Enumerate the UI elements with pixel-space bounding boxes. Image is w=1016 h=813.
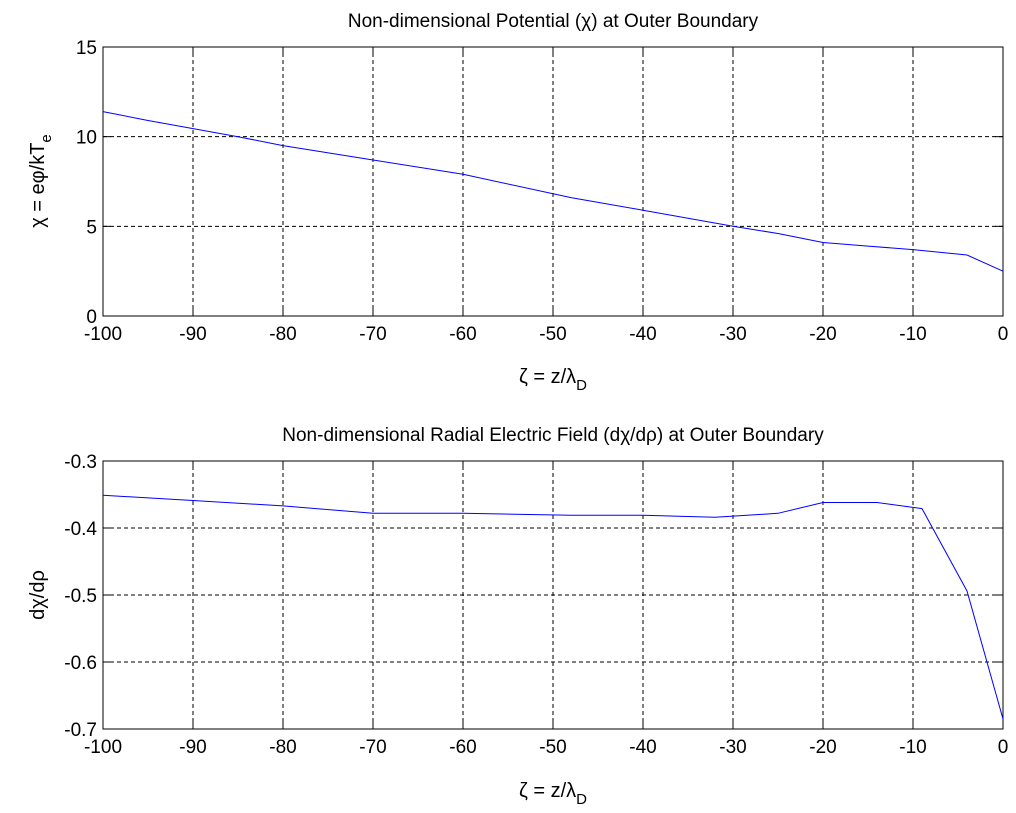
- electric-field-plot-x-tick-label: 0: [998, 737, 1009, 758]
- electric-field-plot-y-tick-label: -0.3: [64, 452, 97, 473]
- potential-plot-x-tick-label: -90: [179, 324, 206, 345]
- electric-field-plot-y-axis-label: dχ/dρ: [27, 570, 49, 620]
- electric-field-plot-x-tick-label: -90: [179, 737, 206, 758]
- electric-field-plot-y-tick-label: -0.7: [64, 720, 97, 741]
- electric-field-plot-x-tick-label: -80: [269, 737, 296, 758]
- electric-field-plot-x-tick-label: -40: [629, 737, 656, 758]
- potential-plot-x-axis-label: ζ = z/λD: [519, 366, 587, 394]
- potential-plot-x-tick-label: -20: [809, 324, 836, 345]
- potential-plot-y-axis-label: χ = eφ/kTe: [27, 134, 55, 228]
- potential-plot-y-tick-label: 5: [86, 217, 97, 238]
- potential-plot-x-tick-label: -50: [539, 324, 566, 345]
- electric-field-plot-x-tick-label: -10: [899, 737, 926, 758]
- electric-field-plot-title: Non-dimensional Radial Electric Field (d…: [282, 425, 824, 446]
- potential-plot-y-tick-label: 10: [76, 128, 97, 149]
- potential-plot-x-tick-label: -80: [269, 324, 296, 345]
- electric-field-plot-series-line: [102, 494, 1004, 720]
- electric-field-plot-x-tick-label: -50: [539, 737, 566, 758]
- electric-field-plot-x-tick-label: -20: [809, 737, 836, 758]
- electric-field-plot-x-tick-label: -70: [359, 737, 386, 758]
- potential-plot-x-tick-label: -40: [629, 324, 656, 345]
- potential-plot-x-tick-label: 0: [998, 324, 1009, 345]
- potential-plot: -100 -90 -80 -70 -60 -50 -40 -30 -20 -10 0 051015 …: [27, 11, 1008, 394]
- electric-field-plot-y-tick-label: -0.4: [64, 519, 97, 540]
- electric-field-plot: -100 -90 -80 -70 -60 -50 -40 -30 -20 -10 0 -0.7-0.…: [27, 425, 1008, 808]
- potential-plot-x-tick-label: -60: [449, 324, 476, 345]
- potential-plot-x-tick-label: -100: [84, 324, 122, 345]
- potential-plot-y-tick-label: 0: [86, 307, 97, 328]
- potential-plot-x-tick-label: -10: [899, 324, 926, 345]
- potential-plot-y-tick-label: 15: [76, 38, 97, 59]
- electric-field-plot-x-tick-label: -60: [449, 737, 476, 758]
- electric-field-plot-y-tick-label: -0.6: [64, 653, 97, 674]
- electric-field-plot-x-axis-label: ζ = z/λD: [519, 780, 587, 808]
- electric-field-plot-y-tick-label: -0.5: [64, 586, 97, 607]
- potential-plot-x-tick-label: -30: [719, 324, 746, 345]
- electric-field-plot-x-tick-label: -30: [719, 737, 746, 758]
- potential-plot-title: Non-dimensional Potential (χ) at Outer B…: [348, 11, 759, 32]
- potential-plot-x-tick-label: -70: [359, 324, 386, 345]
- electric-field-plot-x-tick-label: -100: [84, 737, 122, 758]
- potential-plot-series-line: [102, 111, 1004, 272]
